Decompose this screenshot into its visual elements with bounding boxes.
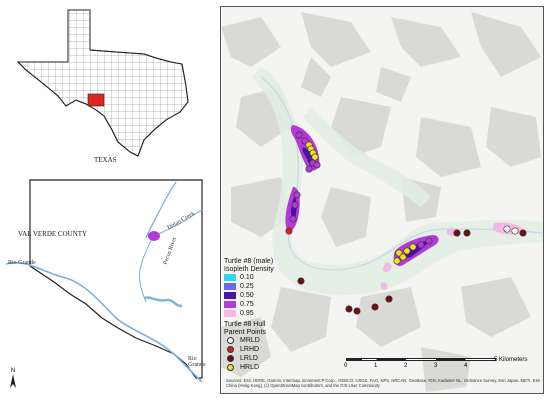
north-arrow: N — [8, 368, 18, 388]
scale-tick-2: 2 — [404, 363, 408, 369]
study-site-marker — [148, 231, 160, 241]
scale-tick-0: 0 — [344, 363, 348, 369]
legend-point-mrld: MRLD — [224, 336, 274, 345]
scale-tick-1: 1 — [374, 363, 378, 369]
county-inset-map: VAL VERDE COUNTY Rio Grande Rio Grande P… — [6, 178, 206, 383]
terrain-map-svg — [221, 7, 543, 393]
legend-point-hrld: HRLD — [224, 363, 274, 372]
map-sources-credit: Sources: Esri, HERE, Garmin, Intermap, i… — [226, 378, 541, 389]
county-label: VAL VERDE COUNTY — [18, 230, 88, 238]
legend-isopleth-095: 0.95 — [224, 309, 274, 318]
river-label-rio-grande-east: Rio Grande — [188, 356, 206, 368]
legend-isopleth-010: 0.10 — [224, 273, 274, 282]
north-arrow-label: N — [10, 368, 16, 374]
legend-isopleth-title: Isopleth Density — [224, 266, 274, 273]
county-outline-svg — [6, 179, 203, 383]
main-map — [220, 6, 544, 394]
north-arrow-icon — [10, 374, 16, 388]
scale-tick-4: 4 — [464, 363, 468, 369]
val-verde-highlight — [87, 93, 105, 107]
legend-point-lrhd: LRHD — [224, 345, 274, 354]
legend-title: Turtle #8 (male) — [224, 258, 274, 265]
legend-isopleth-075: 0.75 — [224, 300, 274, 309]
legend-point-lrld: LRLD — [224, 354, 274, 363]
scale-tick-5: 5 Kilometers — [494, 357, 528, 363]
legend-points-title-2: Parent Points — [224, 329, 267, 336]
legend-points-title-1: Turtle #8 Hull — [224, 321, 266, 328]
texas-outline-svg — [16, 9, 189, 157]
legend-isopleth-050: 0.50 — [224, 291, 274, 300]
parent-points-layer — [285, 131, 527, 315]
texas-label: TEXAS — [94, 156, 117, 164]
texas-inset-map: TEXAS — [6, 6, 206, 171]
scale-bar: 0 1 2 3 4 5 Kilometers — [344, 357, 536, 378]
map-legend: Turtle #8 (male) Isopleth Density 0.10 0… — [224, 258, 274, 372]
river-label-rio-grande-west: Rio Grande — [8, 260, 36, 266]
legend-isopleth-025: 0.25 — [224, 282, 274, 291]
scale-tick-3: 3 — [434, 363, 438, 369]
